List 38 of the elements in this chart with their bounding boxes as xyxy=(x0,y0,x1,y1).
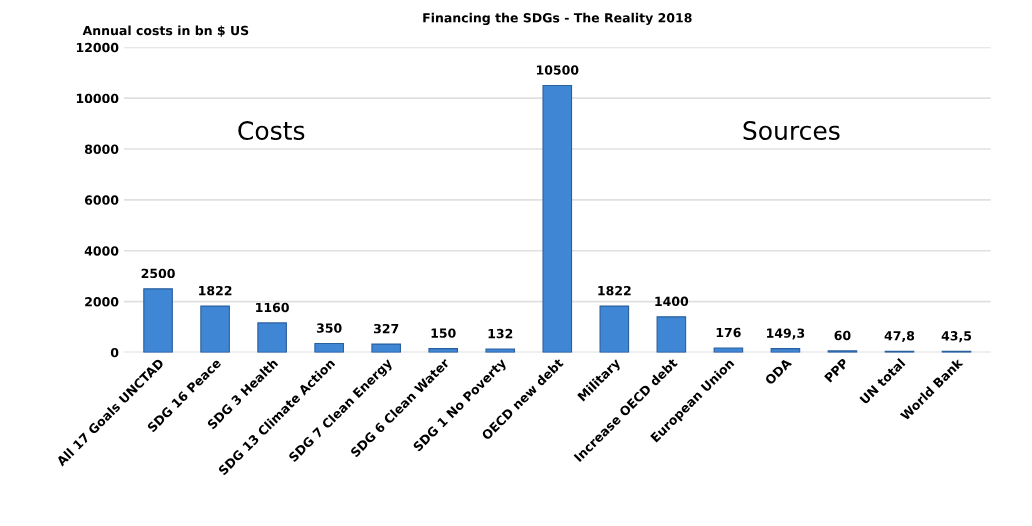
chart-title: Financing the SDGs - The Reality 2018 xyxy=(423,12,692,26)
y-tick-label: 0 xyxy=(110,347,119,358)
data-label: 60 xyxy=(834,330,851,341)
y-tick-label: 8000 xyxy=(84,144,119,154)
bar xyxy=(485,348,516,353)
data-label: 1160 xyxy=(256,302,289,313)
data-label: 1400 xyxy=(655,296,689,307)
data-label: 350 xyxy=(316,323,342,333)
bar xyxy=(599,305,630,353)
bar xyxy=(200,305,230,353)
data-label: 176 xyxy=(716,327,741,338)
bar xyxy=(143,288,173,353)
data-label: 327 xyxy=(373,323,399,334)
data-label: 150 xyxy=(431,328,456,338)
annotation: Sources xyxy=(743,121,840,141)
bar xyxy=(314,342,344,353)
y-tick-label: 6000 xyxy=(84,195,119,205)
data-label: 149,3 xyxy=(767,328,805,340)
data-label: 43,5 xyxy=(941,331,972,343)
bar xyxy=(257,322,287,353)
y-tick-label: 10000 xyxy=(76,93,119,104)
data-label: 1822 xyxy=(598,285,631,296)
annotation: Costs xyxy=(238,121,305,141)
bar xyxy=(770,348,801,353)
y-tick-label: 4000 xyxy=(84,246,119,256)
y-axis-title: Annual costs in bn $ US xyxy=(82,25,249,37)
bar xyxy=(656,316,687,353)
bar xyxy=(542,84,573,353)
data-label: 2500 xyxy=(141,268,175,279)
bar xyxy=(428,348,459,353)
y-tick-label: 12000 xyxy=(76,42,119,53)
data-label: 10500 xyxy=(536,65,579,75)
bar xyxy=(713,347,744,353)
data-label: 47,8 xyxy=(884,330,915,343)
bar xyxy=(371,343,401,353)
y-tick-label: 2000 xyxy=(85,297,119,307)
data-label: 1822 xyxy=(199,285,232,296)
data-label: 132 xyxy=(488,328,513,339)
